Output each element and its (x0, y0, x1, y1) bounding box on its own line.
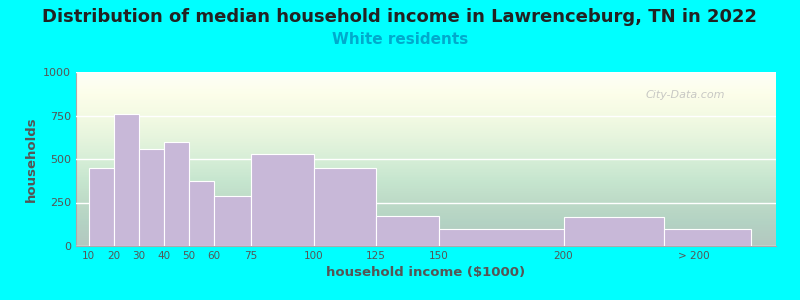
Bar (563, 217, 663, 246)
Text: City-Data.com: City-Data.com (646, 90, 725, 100)
Bar (314, 168, 376, 246)
X-axis label: household income ($1000): household income ($1000) (326, 266, 526, 279)
Y-axis label: households: households (25, 116, 38, 202)
Bar (214, 196, 251, 246)
Bar (89, 168, 114, 246)
Bar (376, 216, 438, 246)
Bar (189, 181, 214, 246)
Bar (114, 114, 138, 246)
Text: Distribution of median household income in Lawrenceburg, TN in 2022: Distribution of median household income … (42, 8, 758, 26)
Bar (663, 230, 751, 246)
Bar (138, 149, 163, 246)
Text: White residents: White residents (332, 32, 468, 46)
Bar (163, 142, 189, 246)
Bar (438, 230, 563, 246)
Bar (251, 154, 314, 246)
